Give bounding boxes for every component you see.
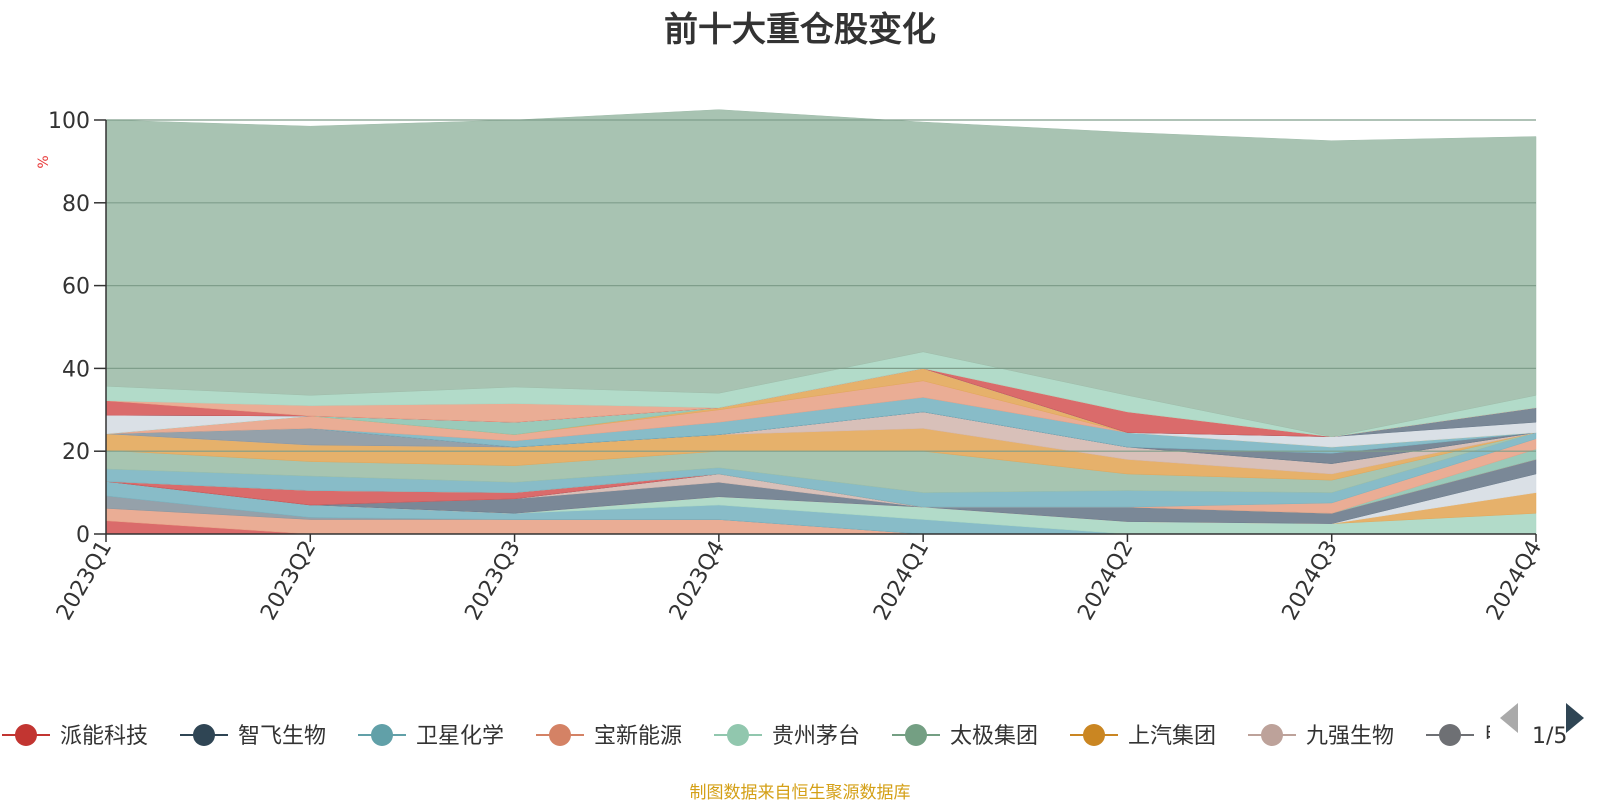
legend-item-8[interactable]: 甲	[1426, 724, 1506, 749]
y-axis-unit-label: %	[36, 155, 52, 168]
legend-marker	[1083, 724, 1105, 746]
x-axis-ticks: 2023Q1 2023Q2 2023Q3 2023Q4 2024Q1 2024Q2 2024…	[52, 534, 1547, 625]
legend-marker	[1261, 724, 1283, 746]
y-tick-label: 20	[62, 440, 90, 465]
legend-marker	[15, 724, 37, 746]
legend-label: 宝新能源	[594, 724, 682, 749]
x-tick-label: 2024Q4	[1482, 537, 1547, 625]
legend-item-7[interactable]: 九强生物	[1248, 724, 1394, 749]
y-tick-label: 0	[76, 523, 90, 548]
legend-label: 太极集团	[950, 724, 1038, 749]
legend-item-2[interactable]: 卫星化学	[358, 724, 504, 749]
y-tick-label: 60	[62, 275, 90, 300]
legend-item-4[interactable]: 贵州茅台	[714, 724, 860, 749]
x-tick-label: 2024Q3	[1278, 537, 1343, 625]
legend-marker	[727, 724, 749, 746]
legend-item-0[interactable]: 派能科技	[2, 724, 148, 749]
legend-label: 派能科技	[60, 724, 148, 749]
area-series-28	[105, 109, 1537, 437]
legend-prev-page-icon[interactable]	[1500, 703, 1518, 733]
y-tick-label: 100	[48, 109, 90, 134]
legend-label: 智飞生物	[238, 724, 326, 749]
legend-item-1[interactable]: 智飞生物	[180, 724, 326, 749]
legend-page-indicator: 1/5	[1532, 724, 1567, 749]
y-tick-label: 80	[62, 192, 90, 217]
legend-label: 上汽集团	[1128, 724, 1216, 749]
legend-pager: 1/5	[1500, 703, 1584, 749]
legend-item-3[interactable]: 宝新能源	[536, 724, 682, 749]
legend-item-6[interactable]: 上汽集团	[1070, 724, 1216, 749]
legend-label: 九强生物	[1306, 724, 1394, 749]
chart-title: 前十大重仓股变化	[664, 10, 936, 50]
stacked-areas	[105, 109, 1537, 535]
legend-item-5[interactable]: 太极集团	[892, 724, 1038, 749]
legend: 派能科技 智飞生物 卫星化学 宝新能源 贵州茅台 太极集团 上汽集团 九强生物 甲	[2, 724, 1506, 749]
legend-marker	[1439, 724, 1461, 746]
y-tick-label: 40	[62, 357, 90, 382]
grid-lines	[106, 119, 1536, 452]
legend-marker	[371, 724, 393, 746]
legend-next-page-icon[interactable]	[1566, 703, 1584, 733]
x-tick-label: 2023Q3	[460, 537, 525, 625]
legend-marker	[193, 724, 215, 746]
x-tick-label: 2024Q2	[1073, 537, 1138, 625]
x-tick-label: 2024Q1	[869, 537, 934, 625]
legend-label: 甲	[1484, 724, 1506, 749]
x-tick-label: 2023Q4	[665, 537, 730, 625]
legend-marker	[905, 724, 927, 746]
source-note: 制图数据来自恒生聚源数据库	[689, 783, 911, 803]
legend-label: 贵州茅台	[772, 724, 860, 749]
legend-marker	[549, 724, 571, 746]
axes	[105, 120, 1536, 535]
x-tick-label: 2023Q2	[256, 537, 321, 625]
y-axis-ticks: 0 20 40 60 80 100	[48, 109, 106, 548]
x-tick-label: 2023Q1	[52, 537, 117, 625]
legend-label: 卫星化学	[416, 724, 504, 749]
